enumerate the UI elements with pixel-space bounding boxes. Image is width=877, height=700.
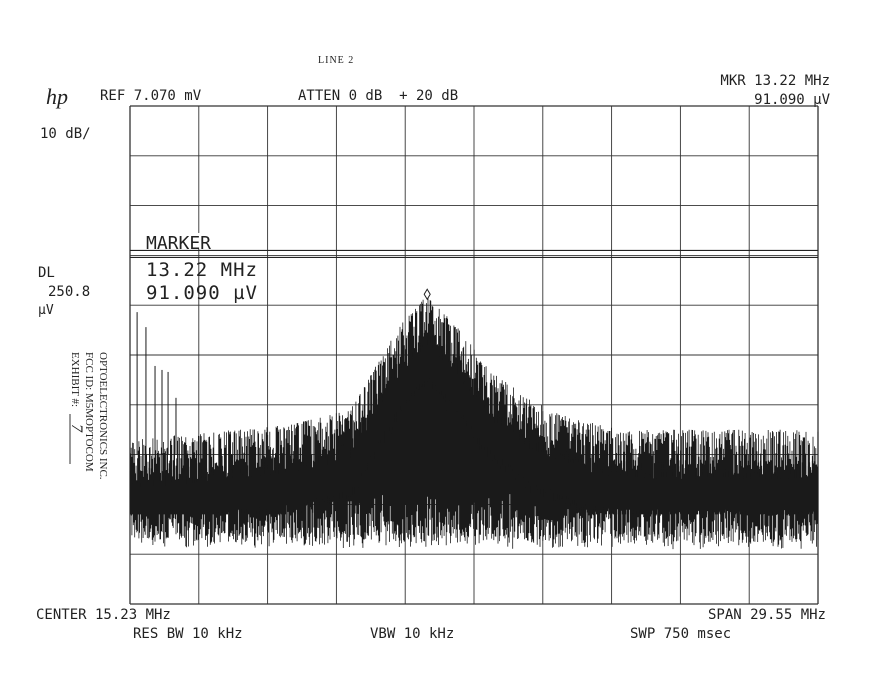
marker-amp-readout: 91.090 µV xyxy=(754,92,830,108)
marker-box-title: MARKER xyxy=(146,233,211,254)
center-freq: CENTER 15.23 MHz xyxy=(36,607,171,623)
stamp-exhibit-number: 7 xyxy=(68,424,85,433)
ref-level: REF 7.070 mV xyxy=(100,88,202,104)
page-label: LINE 2 xyxy=(318,55,354,66)
trace-core xyxy=(129,330,819,515)
marker-freq-readout: MKR 13.22 MHz xyxy=(720,73,830,89)
spectrum-trace xyxy=(129,296,819,550)
display-line-unit: µV xyxy=(38,303,54,318)
attenuation: ATTEN 0 dB + 20 dB xyxy=(298,88,458,104)
stamp-exhibit-label: EXHIBIT #: xyxy=(69,352,81,407)
scale-label: 10 dB/ xyxy=(40,126,91,142)
span: SPAN 29.55 MHz xyxy=(708,607,826,623)
marker-box-amp: 91.090 µV xyxy=(146,282,258,304)
stamp-fcc-id: FCC ID: M5MOPTOCOM xyxy=(83,352,95,472)
vbw: VBW 10 kHz xyxy=(370,626,454,642)
marker-diamond xyxy=(423,288,431,301)
marker-box-freq: 13.22 MHz xyxy=(146,259,258,281)
marker-symbol xyxy=(423,288,431,301)
stamp-company: OPTOELECTRONICS INC. xyxy=(97,352,109,480)
res-bw: RES BW 10 kHz xyxy=(133,626,243,642)
display-line xyxy=(130,249,818,258)
display-line-label: DL xyxy=(38,265,55,281)
sweep-time: SWP 750 msec xyxy=(630,626,731,642)
marker-title-bg xyxy=(140,233,250,249)
display-line-value: 250.8 xyxy=(48,284,90,300)
hp-logo: hp xyxy=(46,84,68,109)
exhibit-stamp: OPTOELECTRONICS INC. FCC ID: M5MOPTOCOM … xyxy=(68,352,109,480)
